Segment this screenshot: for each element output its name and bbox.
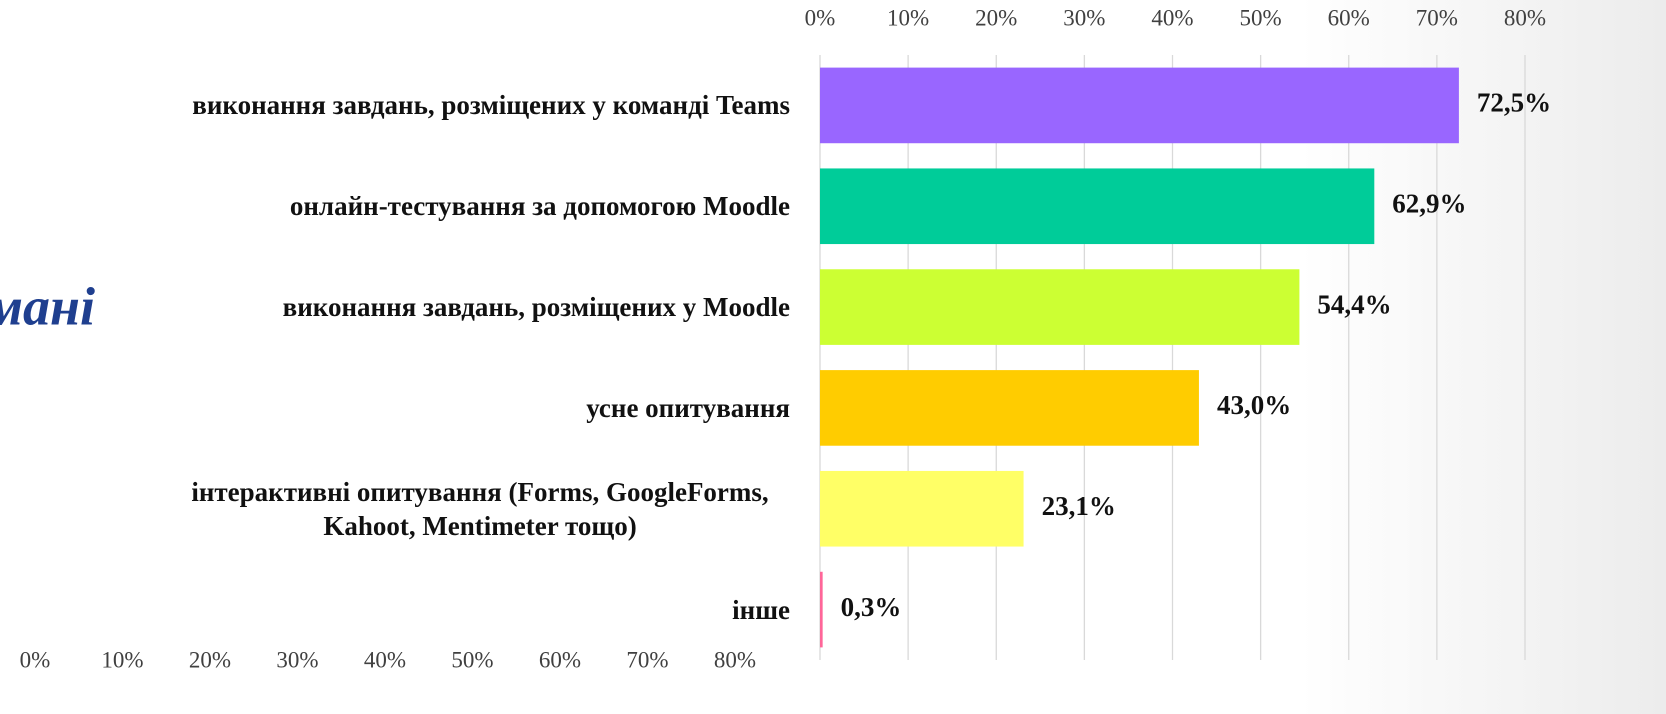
x-tick-label: 40% <box>364 647 406 672</box>
category-text: виконання завдань, розміщених у Moodle <box>282 292 790 323</box>
x-tick-label: 70% <box>626 647 668 672</box>
x-tick-label: 10% <box>101 647 143 672</box>
x-tick-label: 30% <box>1063 5 1105 30</box>
bar <box>820 370 1199 446</box>
x-tick-label: 10% <box>887 5 929 30</box>
bar <box>820 269 1300 345</box>
category-text: інтерактивні опитування (Forms, GoogleFo… <box>191 476 769 541</box>
slide-title-fragment: мані <box>0 276 95 336</box>
value-label: 0,3% <box>841 592 902 622</box>
x-tick-label: 40% <box>1151 5 1193 30</box>
value-label: 72,5% <box>1477 88 1551 118</box>
bar <box>820 67 1459 144</box>
category-text: онлайн-тестування за допомогою Moodle <box>289 191 790 222</box>
category-text: виконання завдань, розміщених у команді … <box>192 90 790 121</box>
x-tick-label: 0% <box>805 5 836 30</box>
category-label: інтерактивні опитування (Forms, GoogleFo… <box>170 475 790 543</box>
category-label: інше <box>170 593 790 627</box>
x-tick-label: 20% <box>189 647 231 672</box>
x-tick-label: 60% <box>539 647 581 672</box>
x-tick-label: 50% <box>1240 5 1282 30</box>
category-label: онлайн-тестування за допомогою Moodle <box>170 189 790 223</box>
value-label: 62,9% <box>1392 188 1466 218</box>
value-label: 43,0% <box>1217 390 1291 420</box>
x-tick-label: 80% <box>1504 5 1546 30</box>
x-tick-label: 50% <box>451 647 493 672</box>
x-tick-label: 0% <box>20 647 51 672</box>
x-tick-label: 80% <box>714 647 756 672</box>
bar <box>820 470 1024 547</box>
x-tick-label: 20% <box>975 5 1017 30</box>
x-tick-label: 60% <box>1328 5 1370 30</box>
category-label: виконання завдань, розміщених у Moodle <box>170 290 790 324</box>
value-label: 54,4% <box>1317 289 1391 319</box>
x-tick-label: 70% <box>1416 5 1458 30</box>
category-label: усне опитування <box>170 391 790 425</box>
value-label: 23,1% <box>1042 491 1116 521</box>
category-text: усне опитування <box>586 392 790 423</box>
bar <box>820 571 823 648</box>
x-tick-label: 30% <box>276 647 318 672</box>
category-text: інше <box>732 594 790 625</box>
bar <box>820 168 1375 245</box>
category-label: виконання завдань, розміщених у команді … <box>170 88 790 122</box>
